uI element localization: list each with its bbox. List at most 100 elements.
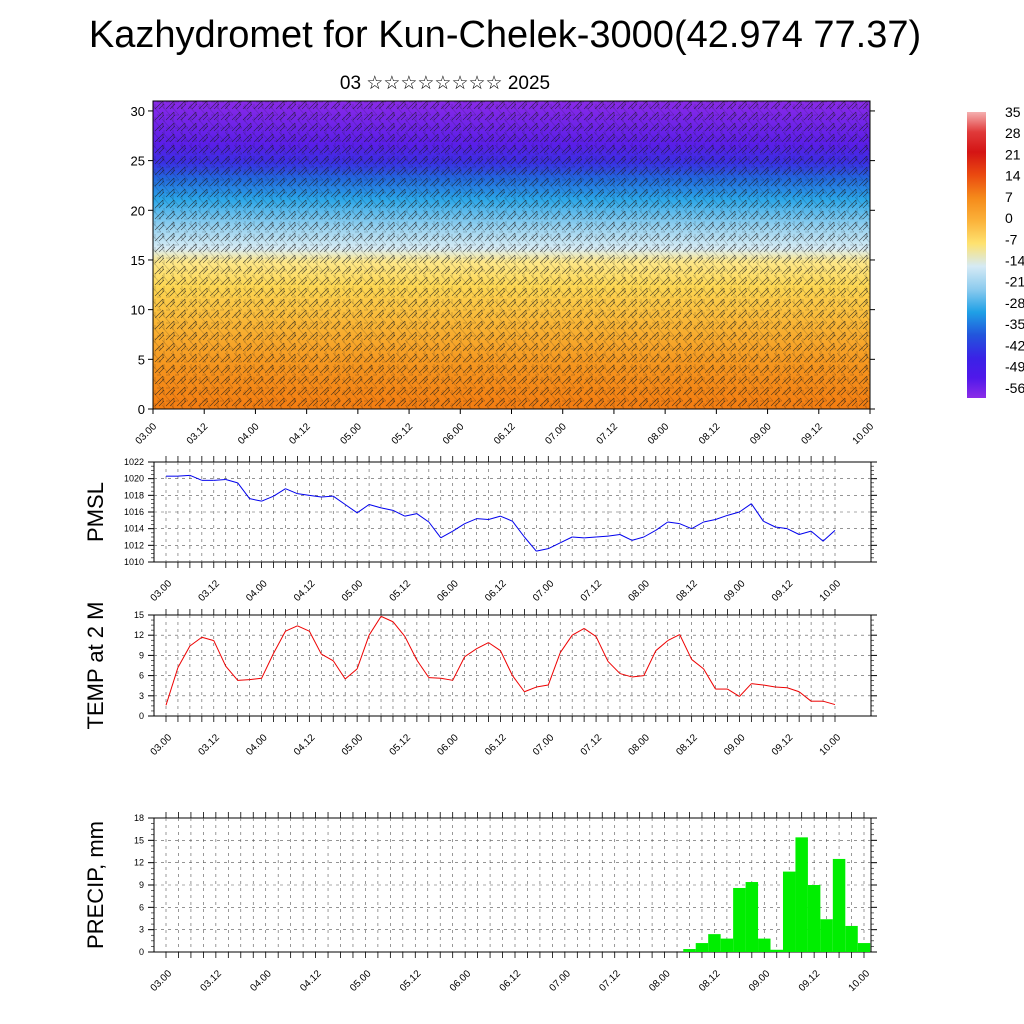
line-segment <box>428 677 441 679</box>
line-segment <box>476 518 489 520</box>
x-tick-label: 08.12 <box>674 578 700 604</box>
line-segment <box>452 523 465 532</box>
line-segment <box>488 515 501 520</box>
colorbar-label: 7 <box>1005 189 1013 205</box>
x-tick-label: 06.12 <box>492 421 518 447</box>
precip-bar <box>857 943 871 952</box>
x-tick-label: 03.00 <box>149 578 175 604</box>
line-segment <box>584 536 597 539</box>
pmsl-plot: 1010 1012 1014 1016 1018 1020 1022 03.00 03.12 04… <box>83 456 877 604</box>
line-segment <box>727 511 740 516</box>
x-tick-label: 04.12 <box>292 578 318 604</box>
line-segment <box>297 493 310 496</box>
line-segment <box>237 679 250 681</box>
x-tick-label: 07.00 <box>531 578 557 604</box>
line-segment <box>727 688 740 697</box>
x-tick-label: 09.12 <box>799 421 825 447</box>
line-segment <box>344 504 358 514</box>
line-segment <box>607 534 621 537</box>
line-segment <box>512 520 525 538</box>
line-segment <box>356 635 370 670</box>
line-segment <box>392 621 406 637</box>
line-segment <box>380 507 394 511</box>
line-segment <box>416 659 430 678</box>
y-tick-label: 1010 <box>124 557 144 567</box>
line-segment <box>679 523 692 530</box>
line-segment <box>547 652 561 686</box>
precip-bar <box>807 885 821 952</box>
line-segment <box>655 640 669 652</box>
line-segment <box>787 687 800 693</box>
line-segment <box>703 519 716 523</box>
x-tick-label: 06.12 <box>498 968 524 994</box>
line-segment <box>810 530 824 542</box>
x-tick-label: 05.12 <box>390 421 416 447</box>
line-segment <box>571 628 585 636</box>
line-segment <box>249 498 262 502</box>
x-tick-label: 10.00 <box>851 421 877 447</box>
x-tick-label: 09.12 <box>770 732 796 758</box>
line-segment <box>524 536 537 552</box>
y-tick-label: 3 <box>139 691 144 701</box>
line-segment <box>799 530 812 535</box>
x-tick-label: 04.12 <box>292 732 318 758</box>
line-segment <box>368 616 382 636</box>
line-segment <box>572 536 585 539</box>
page-subtitle: 03 ☆☆☆☆☆☆☆☆ 2025 <box>339 73 551 94</box>
precip-bar <box>782 871 796 952</box>
x-tick-label: 08.00 <box>627 732 653 758</box>
x-tick-label: 08.12 <box>674 732 700 758</box>
line-segment <box>488 642 501 652</box>
line-segment <box>691 521 704 530</box>
line-segment <box>464 518 477 525</box>
colorbar-scale <box>967 112 986 398</box>
line-segment <box>559 634 573 653</box>
line-segment <box>500 515 513 522</box>
line-segment <box>332 495 346 505</box>
line-segment <box>536 548 549 552</box>
wind-barbs-layer-secondary <box>153 101 870 409</box>
y-tick-label: 3 <box>139 925 144 935</box>
x-tick-label: 08.12 <box>697 421 723 447</box>
line-segment <box>213 640 227 667</box>
line-segment <box>583 628 597 637</box>
y-tick-label: 15 <box>131 253 145 268</box>
x-tick-label: 03.00 <box>134 421 160 447</box>
line-segment <box>667 634 680 642</box>
x-tick-label: 05.00 <box>340 578 366 604</box>
precip-plot: 0 3 6 9 12 15 18 03.00 03.12 04.00 04.12 05.00 05.12… <box>83 812 877 994</box>
line-segment <box>321 495 334 498</box>
x-tick-label: 06.00 <box>441 421 467 447</box>
x-tick-label: 06.00 <box>435 732 461 758</box>
line-segment <box>225 479 238 484</box>
line-segment <box>763 684 776 688</box>
line-segment <box>332 660 346 680</box>
colorbar-label: -14 <box>1005 253 1024 269</box>
y-tick-label: 1012 <box>124 540 144 550</box>
line-segment <box>739 503 752 513</box>
x-tick-label: 06.12 <box>483 732 509 758</box>
x-tick-label: 05.12 <box>398 968 424 994</box>
x-tick-label: 04.00 <box>244 578 270 604</box>
y-tick-label: 1018 <box>124 490 144 500</box>
y-tick-label: 1020 <box>124 474 144 484</box>
line-segment <box>524 686 537 693</box>
line-segment <box>822 700 836 706</box>
y-tick-label: 20 <box>131 203 145 218</box>
colorbar-label: 0 <box>1005 210 1013 226</box>
line-segment <box>201 636 214 642</box>
line-segment <box>440 677 453 681</box>
precip-bar <box>820 919 833 952</box>
colorbar-label: 21 <box>1005 146 1021 162</box>
line-segment <box>596 535 609 538</box>
cross-section-plot: 0 5 10 15 20 25 30 03.00 03.12 04.00 04.12 05.00 05.… <box>131 100 877 447</box>
x-tick-label: 04.00 <box>236 421 262 447</box>
x-tick-label: 07.12 <box>595 421 621 447</box>
line-segment <box>249 677 262 681</box>
line-segment <box>750 503 764 522</box>
x-tick-label: 10.00 <box>818 578 844 604</box>
precip-bar <box>695 943 709 952</box>
y-axis-title: PRECIP, mm <box>83 821 108 949</box>
line-segment <box>548 542 561 550</box>
